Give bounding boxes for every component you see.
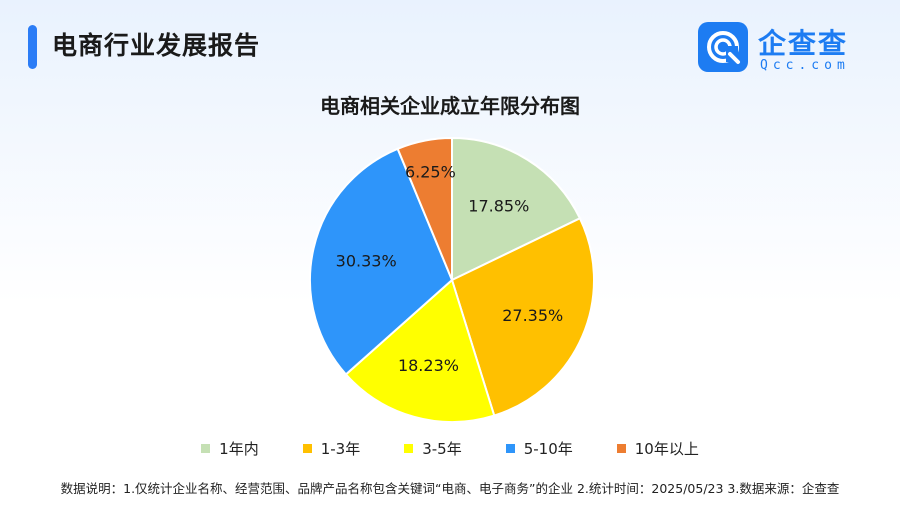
pie-slice-4	[309, 147, 454, 376]
data-footnote: 数据说明：1.仅统计企业名称、经营范围、品牌产品名称包含关键词“电商、电子商务”…	[60, 481, 840, 496]
qcc-logo-name: 企查查	[758, 27, 849, 60]
pie-slice-2	[450, 216, 595, 417]
legend-label: 1-3年	[320, 440, 361, 458]
legend-label: 5-10年	[523, 440, 573, 458]
pie-slice-label-1: 17.85%	[468, 196, 529, 215]
pie-slice-label-4: 30.33%	[336, 251, 397, 270]
chart-title: 电商相关企业成立年限分布图	[320, 94, 580, 118]
pie-slice-label-5: 6.25%	[405, 162, 456, 181]
legend-label: 10年以上	[634, 440, 699, 458]
pie-slice-3	[344, 278, 496, 423]
pie-slice-label-3: 18.23%	[398, 356, 459, 375]
legend-swatch	[505, 444, 515, 453]
legend-label: 1年内	[219, 440, 259, 458]
pie-slice-label-2: 27.35%	[502, 306, 563, 325]
legend-item-4: 5-10年	[505, 438, 573, 459]
legend-swatch	[302, 444, 312, 453]
qcc-logo-domain: Qcc.com	[760, 58, 850, 73]
legend-item-3: 3-5年	[404, 438, 462, 459]
pie-slice-5	[396, 136, 453, 281]
qcc-logo: 企查查 Qcc.com	[698, 22, 878, 74]
title-accent-bar	[28, 25, 37, 69]
legend-item-2: 1-3年	[302, 438, 361, 459]
legend-item-1: 1年内	[201, 438, 259, 459]
qcc-logo-icon	[698, 22, 748, 72]
legend-swatch	[616, 444, 626, 453]
chart-legend: 1年内 1-3年 3-5年 5-10年 10年以上	[0, 438, 900, 459]
legend-label: 3-5年	[422, 440, 462, 458]
legend-swatch	[201, 444, 211, 453]
legend-swatch	[404, 444, 414, 453]
legend-item-5: 10年以上	[616, 438, 699, 459]
pie-slice-1	[451, 136, 582, 282]
report-title: 电商行业发展报告	[52, 31, 261, 60]
